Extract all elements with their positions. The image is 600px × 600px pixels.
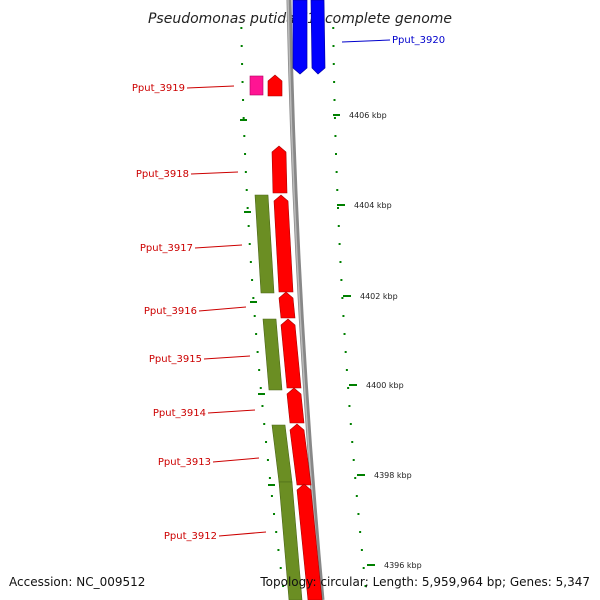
tick-label-4402: 4402 kbp xyxy=(360,292,398,301)
feature-3915 xyxy=(262,318,283,391)
gene-pput-3918[interactable] xyxy=(271,145,288,194)
genome-summary-text: Topology: circular; Length: 5,959,964 bp… xyxy=(260,575,590,589)
gene-label-connector xyxy=(212,457,260,463)
gene-label-connector xyxy=(190,171,239,175)
tick-label-4400: 4400 kbp xyxy=(366,381,404,390)
gene-pput-3916[interactable] xyxy=(278,291,296,319)
gene-pput-3914[interactable] xyxy=(286,387,305,424)
tick-label-4404: 4404 kbp xyxy=(354,201,392,210)
gene-label-pput-3914[interactable]: Pput_3914 xyxy=(153,408,206,419)
feature-3912 xyxy=(278,481,303,600)
gene-label-pput-3920[interactable]: Pput_3920 xyxy=(392,35,445,46)
gene-pput-3915[interactable] xyxy=(280,318,302,389)
genome-backbone xyxy=(286,0,325,600)
gene-pput-3912[interactable] xyxy=(296,483,323,600)
tick-label-4398: 4398 kbp xyxy=(374,471,412,480)
gene-label-pput-3918[interactable]: Pput_3918 xyxy=(136,169,189,180)
feature-3913 xyxy=(271,424,293,483)
gene-label-connectors xyxy=(186,39,391,537)
gene-label-pput-3916[interactable]: Pput_3916 xyxy=(144,306,197,317)
gene-pput-3919[interactable] xyxy=(267,74,283,97)
gene-label-connector xyxy=(203,355,251,360)
gene-pput-3913[interactable] xyxy=(289,423,312,486)
gene-pput-3917[interactable] xyxy=(273,194,294,293)
gene-label-connector xyxy=(198,306,247,312)
gene-label-connector xyxy=(186,85,235,89)
feature-pink xyxy=(249,75,264,96)
gene-label-pput-3917[interactable]: Pput_3917 xyxy=(140,243,193,254)
minor-ticks xyxy=(240,27,367,587)
tick-label-4396: 4396 kbp xyxy=(384,561,422,570)
gene-label-connector xyxy=(207,409,256,414)
gene-label-connector xyxy=(218,531,267,537)
gene-label-pput-3919[interactable]: Pput_3919 xyxy=(132,83,185,94)
gene-label-pput-3913[interactable]: Pput_3913 xyxy=(158,457,211,468)
gene-label-pput-3915[interactable]: Pput_3915 xyxy=(149,354,202,365)
tick-label-4406: 4406 kbp xyxy=(349,111,387,120)
feature-3917 xyxy=(254,194,275,294)
gene-label-connector xyxy=(341,39,391,43)
accession-text: Accession: NC_009512 xyxy=(9,575,146,589)
gene-label-pput-3912[interactable]: Pput_3912 xyxy=(164,531,217,542)
gene-label-connector xyxy=(194,244,243,249)
gene-pput-3920[interactable] xyxy=(292,0,326,75)
